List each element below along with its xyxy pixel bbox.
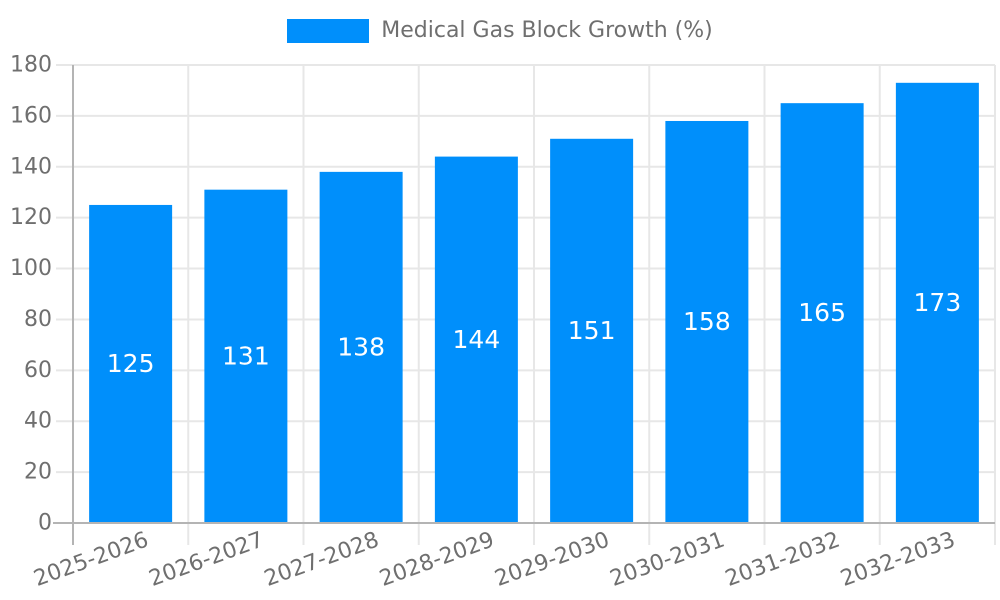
y-axis-tick-label: 20 <box>24 460 52 485</box>
bar-value-label: 151 <box>568 316 616 345</box>
x-axis-tick-label: 2031-2032 <box>722 527 843 592</box>
bar-value-label: 173 <box>914 288 962 317</box>
y-axis-tick-label: 40 <box>24 409 52 434</box>
bar-value-label: 144 <box>453 325 501 354</box>
bar-value-label: 158 <box>683 307 731 336</box>
x-axis-tick-label: 2027-2028 <box>261 527 382 592</box>
y-axis-tick-label: 140 <box>10 154 52 179</box>
legend-label: Medical Gas Block Growth (%) <box>381 18 713 43</box>
x-axis-tick-label: 2030-2031 <box>607 527 728 592</box>
bar-value-label: 138 <box>337 332 385 361</box>
bar[interactable] <box>780 103 864 523</box>
y-axis-tick-label: 180 <box>10 53 52 78</box>
y-axis-tick-label: 60 <box>24 358 52 383</box>
x-axis-tick-label: 2032-2033 <box>837 527 958 592</box>
x-axis-tick-label: 2026-2027 <box>146 527 267 592</box>
bar[interactable] <box>550 138 634 523</box>
bar[interactable] <box>665 120 749 522</box>
bar-value-label: 165 <box>798 298 846 327</box>
y-axis-tick-label: 120 <box>10 205 52 230</box>
x-axis-tick-label: 2028-2029 <box>376 527 497 592</box>
bar-value-label: 131 <box>222 341 270 370</box>
bar[interactable] <box>434 156 518 522</box>
x-axis-tick-label: 2025-2026 <box>31 527 152 592</box>
bar[interactable] <box>204 189 288 522</box>
legend-item[interactable]: Medical Gas Block Growth (%) <box>287 18 713 43</box>
y-axis-tick-label: 80 <box>24 307 52 332</box>
y-axis-tick-label: 100 <box>10 256 52 281</box>
bar-value-label: 125 <box>107 349 155 378</box>
y-axis-tick-label: 0 <box>38 511 52 536</box>
bar[interactable] <box>895 82 979 523</box>
y-axis-tick-label: 160 <box>10 103 52 128</box>
bar[interactable] <box>89 204 173 522</box>
legend: Medical Gas Block Growth (%) <box>0 19 1000 43</box>
legend-swatch <box>287 19 370 43</box>
x-axis-tick-label: 2029-2030 <box>492 527 613 592</box>
bar[interactable] <box>319 171 403 522</box>
